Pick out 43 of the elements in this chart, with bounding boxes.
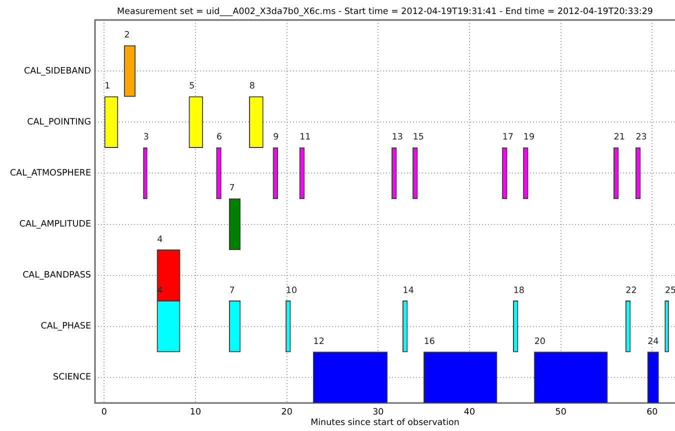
x-tick-label: 60 (646, 408, 658, 418)
series-label: 7 (229, 184, 235, 194)
x-tick-label: 10 (190, 408, 202, 418)
series-label: 11 (300, 132, 311, 143)
series-label: 9 (273, 132, 279, 143)
series-label: 4 (157, 286, 164, 296)
series-label: 17 (502, 132, 514, 143)
series-label: 6 (216, 132, 222, 143)
series-label: 16 (424, 336, 436, 347)
y-tick-label: CAL_BANDPASS (22, 270, 92, 281)
text: 7 (229, 286, 235, 296)
chart-title: Measurement set = uid___A002_X3da7b0_X6c.ms - Start time = 2012-04-19T19:31:41 - End time = 2012-04-19T20:33:29 (117, 7, 653, 17)
x-tick-label: 30 (372, 408, 384, 418)
series-label: 12 (313, 336, 324, 347)
series-label: 3 (143, 132, 149, 143)
series-label: 22 (626, 286, 637, 296)
series-label: 21 (614, 132, 625, 143)
series-label: 15 (412, 132, 424, 143)
series-label: 20 (534, 336, 546, 347)
series-label: 23 (636, 132, 647, 143)
x-tick-label: 0 (101, 408, 107, 418)
y-tick-label: CAL_SIDEBAND (24, 66, 92, 76)
x-axis-title: Minutes since start of observation (310, 418, 460, 428)
series-label: 24 (648, 336, 660, 347)
y-tick-label: SCIENCE (53, 372, 91, 383)
series-label: 18 (513, 286, 524, 296)
y-tick-label: CAL_AMPLITUDE (19, 220, 91, 230)
series-label: 1 (104, 82, 110, 92)
series-label: 2 (124, 30, 130, 41)
y-tick-label: CAL_ATMOSPHERE (10, 168, 91, 178)
series-label: 19 (523, 132, 535, 143)
y-tick-label: CAL_POINTING (27, 117, 92, 128)
x-tick-label: 40 (464, 408, 476, 418)
series-label: 13 (392, 132, 403, 143)
series-label: 14 (402, 286, 414, 296)
y-tick-label: CAL_PHASE (40, 322, 91, 332)
series-label: 25 (664, 286, 675, 296)
x-tick-label: 20 (281, 408, 292, 418)
text: 4 (157, 234, 163, 245)
series-label: 8 (249, 82, 255, 92)
series-label: 10 (286, 286, 298, 296)
series-label: 5 (189, 82, 195, 92)
x-tick-label: 50 (555, 408, 566, 418)
